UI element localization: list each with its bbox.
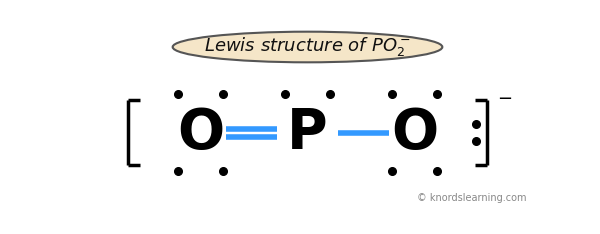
Ellipse shape: [173, 32, 442, 62]
Text: $-$: $-$: [497, 88, 512, 106]
Text: O: O: [177, 106, 224, 160]
Text: P: P: [287, 106, 328, 160]
Text: $\mathit{Lewis\ structure\ of\ PO_2^-}$: $\mathit{Lewis\ structure\ of\ PO_2^-}$: [204, 36, 411, 58]
Text: O: O: [391, 106, 438, 160]
Text: © knordslearning.com: © knordslearning.com: [416, 193, 526, 203]
